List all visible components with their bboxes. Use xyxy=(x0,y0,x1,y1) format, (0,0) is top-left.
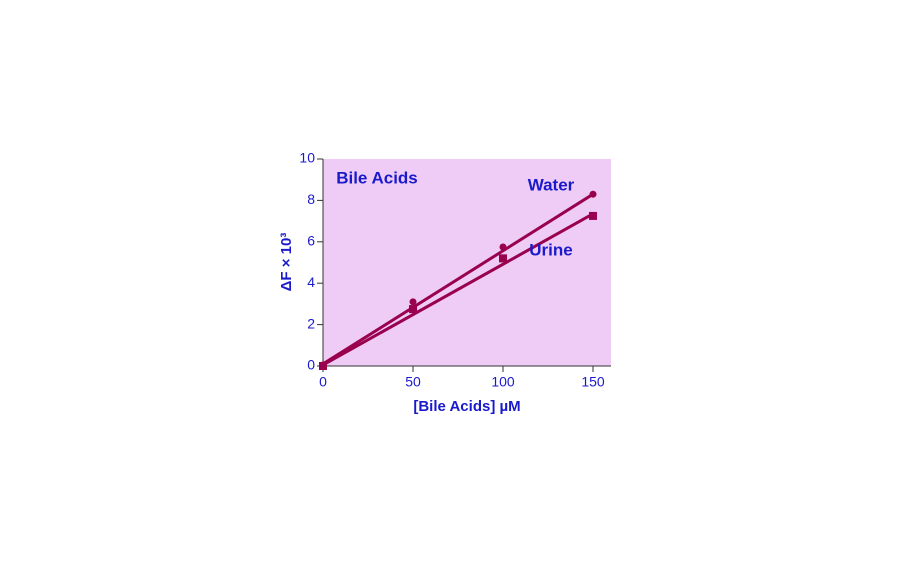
y-tick-label: 2 xyxy=(307,315,315,331)
point xyxy=(409,298,417,306)
x-tick-label: 50 xyxy=(405,374,421,390)
y-tick-label: 10 xyxy=(299,150,315,166)
point xyxy=(589,211,597,220)
x-axis-label: [Bile Acids] µM xyxy=(413,398,520,415)
point xyxy=(319,362,327,370)
y-tick-label: 8 xyxy=(307,191,315,207)
x-tick-label: 100 xyxy=(491,374,515,390)
point xyxy=(499,254,507,263)
y-axis-label: ΔF × 10³ xyxy=(278,233,295,292)
y-tick-label: 0 xyxy=(307,357,315,373)
x-tick-label: 0 xyxy=(319,374,327,390)
y-tick-label: 4 xyxy=(307,274,315,290)
plot-background xyxy=(323,159,611,366)
fit-line xyxy=(322,212,594,367)
y-tick-label: 6 xyxy=(307,233,315,249)
series-label: Water xyxy=(528,175,575,194)
point xyxy=(589,190,597,198)
chart-title: Bile Acids xyxy=(336,168,418,187)
point xyxy=(499,243,507,251)
fit-line xyxy=(322,192,594,366)
x-tick-label: 150 xyxy=(581,374,605,390)
series-label: Urine xyxy=(529,240,572,259)
point xyxy=(409,305,417,314)
